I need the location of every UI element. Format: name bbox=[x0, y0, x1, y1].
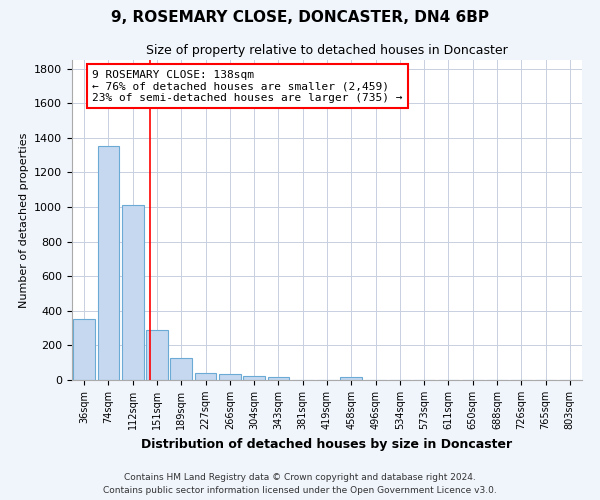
Bar bbox=[340, 376, 362, 380]
Text: 9, ROSEMARY CLOSE, DONCASTER, DN4 6BP: 9, ROSEMARY CLOSE, DONCASTER, DN4 6BP bbox=[111, 10, 489, 25]
Y-axis label: Number of detached properties: Number of detached properties bbox=[19, 132, 29, 308]
Text: 9 ROSEMARY CLOSE: 138sqm
← 76% of detached houses are smaller (2,459)
23% of sem: 9 ROSEMARY CLOSE: 138sqm ← 76% of detach… bbox=[92, 70, 403, 103]
Text: Contains HM Land Registry data © Crown copyright and database right 2024.
Contai: Contains HM Land Registry data © Crown c… bbox=[103, 474, 497, 495]
Bar bbox=[243, 376, 265, 380]
Bar bbox=[122, 206, 143, 380]
Bar bbox=[170, 358, 192, 380]
Bar bbox=[268, 376, 289, 380]
Bar bbox=[73, 318, 95, 380]
Bar bbox=[97, 146, 119, 380]
Bar bbox=[146, 330, 168, 380]
Bar bbox=[194, 372, 217, 380]
Title: Size of property relative to detached houses in Doncaster: Size of property relative to detached ho… bbox=[146, 44, 508, 58]
X-axis label: Distribution of detached houses by size in Doncaster: Distribution of detached houses by size … bbox=[142, 438, 512, 450]
Bar bbox=[219, 374, 241, 380]
